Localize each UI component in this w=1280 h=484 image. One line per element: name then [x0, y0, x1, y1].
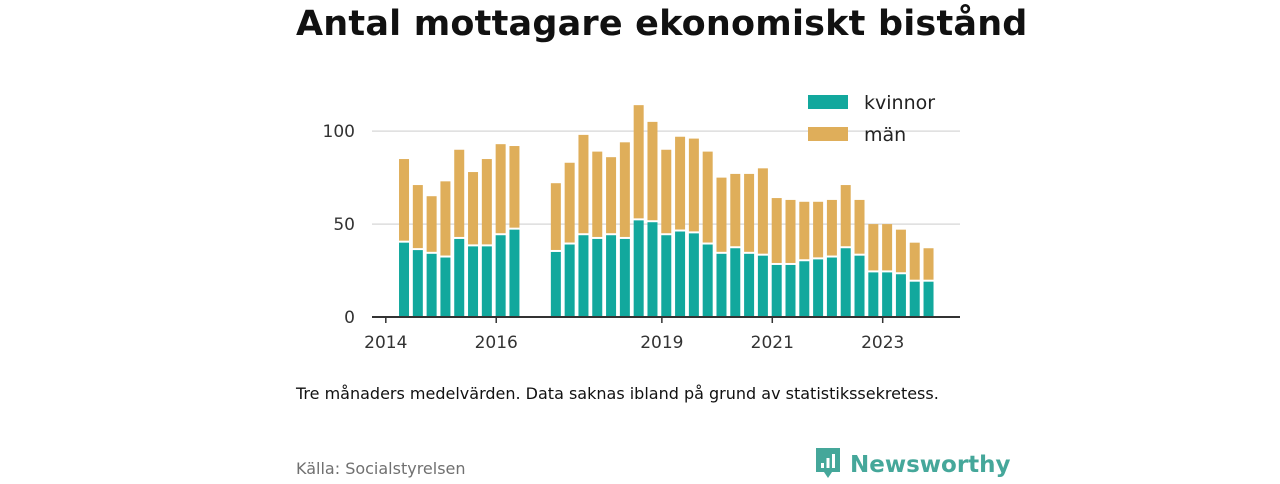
y-tick-label: 50 [333, 215, 355, 235]
bar-kvinnor [785, 264, 796, 317]
bar-kvinnor [895, 274, 906, 317]
x-tick-label: 2016 [475, 333, 518, 353]
bar-man [702, 151, 713, 243]
bar-man [730, 173, 741, 247]
bar-man [550, 183, 561, 250]
bar-kvinnor [619, 238, 630, 317]
bar-kvinnor [826, 257, 837, 317]
bar-kvinnor [481, 246, 492, 317]
legend: kvinnor män [808, 92, 935, 146]
brand-name: Newsworthy [850, 452, 1011, 478]
bar-kvinnor [675, 231, 686, 317]
x-tick-label: 2021 [751, 333, 794, 353]
bar-man [454, 149, 465, 237]
bar-kvinnor [799, 261, 810, 317]
bar-man [592, 151, 603, 237]
bar-kvinnor [399, 242, 410, 317]
x-tick-label: 2023 [861, 333, 904, 353]
bar-kvinnor [661, 235, 672, 317]
bars [399, 105, 934, 317]
bar-man [661, 149, 672, 234]
bar-kvinnor [606, 235, 617, 317]
bar-man [868, 224, 879, 271]
bar-man [757, 168, 768, 254]
bar-kvinnor [495, 235, 506, 317]
bar-kvinnor [454, 238, 465, 317]
bar-man [481, 159, 492, 245]
bar-man [840, 185, 851, 247]
bar-man [412, 185, 423, 249]
bar-man [688, 138, 699, 232]
source-credit: Källa: Socialstyrelsen [296, 459, 466, 478]
legend-label: män [864, 124, 906, 146]
bar-kvinnor [702, 244, 713, 317]
bar-man [785, 199, 796, 263]
bar-man [619, 142, 630, 237]
bar-man [813, 201, 824, 258]
bar-kvinnor [440, 257, 451, 317]
bar-man [440, 181, 451, 256]
bar-kvinnor [854, 255, 865, 317]
bar-man [716, 177, 727, 252]
bar-man [826, 199, 837, 256]
bar-man [399, 159, 410, 241]
chart-title: Antal mottagare ekonomiskt bistånd [296, 4, 1028, 44]
stacked-bar-chart: 0 50 100 2014 2016 2019 2021 2023 kvinnor män [323, 92, 960, 353]
bar-kvinnor [882, 272, 893, 317]
bar-kvinnor [550, 251, 561, 317]
bar-kvinnor [468, 246, 479, 317]
bar-kvinnor [688, 233, 699, 317]
bar-kvinnor [744, 253, 755, 317]
bar-kvinnor [730, 248, 741, 317]
bar-kvinnor [813, 259, 824, 317]
bar-man [509, 146, 520, 228]
bar-kvinnor [647, 222, 658, 317]
bar-man [923, 248, 934, 280]
bar-man [895, 229, 906, 273]
bar-kvinnor [757, 255, 768, 317]
chart-note: Tre månaders medelvärden. Data saknas ib… [296, 384, 939, 403]
x-tick-label: 2014 [364, 333, 407, 353]
newsworthy-logo-icon [814, 446, 842, 484]
bar-man [606, 157, 617, 234]
bar-man [426, 196, 437, 252]
bar-kvinnor [840, 248, 851, 317]
bar-man [468, 172, 479, 245]
bar-man [909, 242, 920, 280]
bar-man [771, 198, 782, 263]
legend-swatch [808, 127, 848, 141]
bar-man [578, 134, 589, 234]
bar-kvinnor [578, 235, 589, 317]
x-tick-label: 2019 [640, 333, 683, 353]
y-tick-label: 100 [323, 122, 355, 142]
bar-man [564, 162, 575, 243]
bar-man [854, 199, 865, 254]
bar-kvinnor [633, 220, 644, 317]
bar-man [495, 144, 506, 234]
bar-kvinnor [412, 250, 423, 317]
bar-kvinnor [868, 272, 879, 317]
legend-swatch [808, 95, 848, 109]
bar-man [675, 136, 686, 230]
bar-kvinnor [716, 253, 727, 317]
bar-man [633, 105, 644, 219]
bar-man [744, 173, 755, 252]
bar-man [799, 201, 810, 260]
bar-man [647, 121, 658, 221]
bar-kvinnor [771, 264, 782, 317]
axes: 0 50 100 2014 2016 2019 2021 2023 [323, 122, 960, 353]
bar-kvinnor [909, 281, 920, 317]
bar-kvinnor [923, 281, 934, 317]
bar-man [882, 224, 893, 271]
bar-kvinnor [592, 238, 603, 317]
y-tick-label: 0 [344, 308, 355, 328]
bar-kvinnor [509, 229, 520, 317]
legend-label: kvinnor [864, 92, 935, 114]
bar-kvinnor [564, 244, 575, 317]
brand: Newsworthy [814, 446, 1011, 484]
bar-kvinnor [426, 253, 437, 317]
